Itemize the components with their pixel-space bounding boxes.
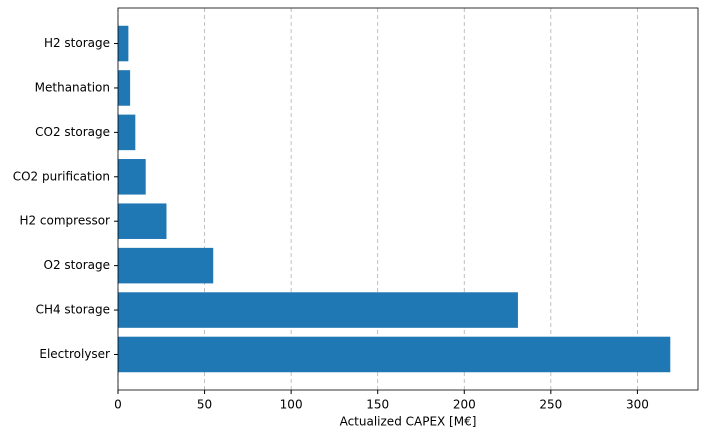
x-tick-label: 0 [114, 398, 122, 412]
y-tick-label: CO2 purification [13, 169, 110, 183]
bar [118, 203, 167, 239]
y-tick-label: O2 storage [44, 258, 110, 272]
y-tick-label: H2 storage [44, 36, 110, 50]
x-tick-label: 300 [626, 398, 649, 412]
bar [118, 70, 131, 106]
x-tick-label: 100 [280, 398, 303, 412]
bar [118, 159, 146, 195]
plot-frame [117, 7, 699, 391]
bar [118, 114, 136, 151]
x-tick-label: 250 [539, 398, 562, 412]
bar [118, 247, 214, 284]
bar [118, 292, 518, 328]
x-tick-label: 50 [197, 398, 212, 412]
y-tick-label: H2 compressor [19, 214, 110, 228]
x-tick-label: 200 [453, 398, 476, 412]
bar [118, 25, 129, 62]
y-tick-label: CO2 storage [35, 125, 110, 139]
bar [118, 336, 671, 373]
x-tick-label: 150 [366, 398, 389, 412]
x-axis-label: Actualized CAPEX [M€] [340, 415, 477, 429]
y-tick-label: Electrolyser [39, 347, 110, 361]
y-tick-label: CH4 storage [36, 303, 110, 317]
y-tick-label: Methanation [35, 80, 110, 94]
